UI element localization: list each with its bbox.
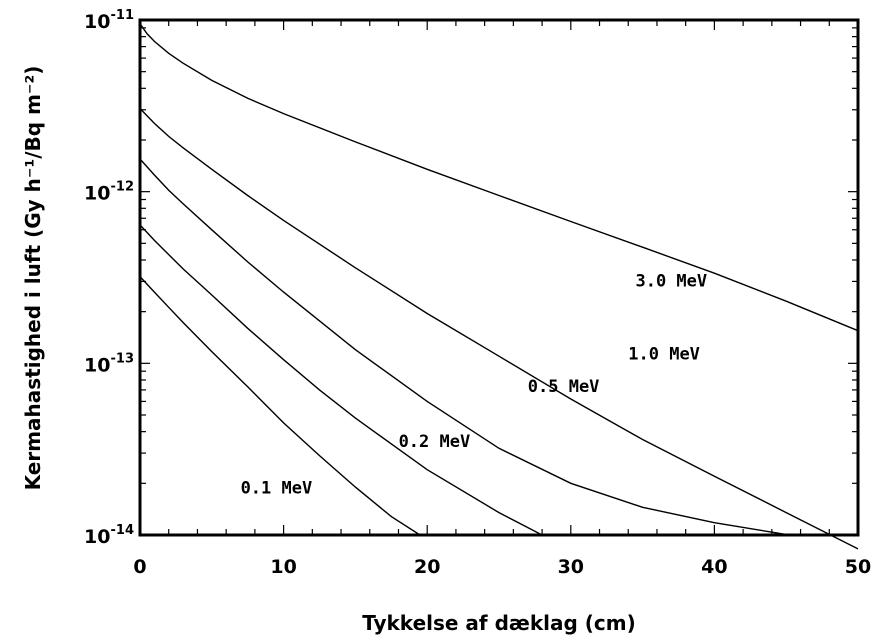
x-tick-label: 40: [701, 556, 727, 578]
x-tick-label: 50: [845, 556, 871, 578]
series-line: [139, 23, 859, 332]
series-label: 0.2 MeV: [399, 432, 471, 452]
y-axis-title: Kermahastighed i luft (Gy h⁻¹/Bq m⁻²): [21, 66, 45, 491]
series-label: 1.0 MeV: [628, 345, 700, 365]
plot-area: 3.0 MeV 1.0 MeV 0.5 MeV 0.2 MeV 0.1 MeV: [139, 23, 859, 550]
series-label: 0.1 MeV: [241, 478, 313, 498]
x-tick-label: 10: [270, 556, 296, 578]
x-tick-label: 0: [133, 556, 146, 578]
axis-ticks: [139, 20, 859, 536]
series-label: 0.5 MeV: [528, 377, 600, 397]
y-tick-exponent: -12: [111, 180, 135, 195]
y-tick-exponent: -13: [111, 351, 135, 366]
x-axis-title: Tykkelse af dæklag (cm): [362, 611, 636, 635]
y-tick-base: 10: [84, 183, 110, 205]
y-tick-label: 10-13: [84, 351, 134, 376]
series-line: [139, 108, 859, 550]
y-tick-label: 10-11: [84, 8, 134, 33]
y-tick-exponent: -14: [111, 523, 135, 538]
plot-frame: [138, 18, 860, 537]
y-tick-label: 10-12: [84, 180, 134, 205]
x-tick-label: 30: [558, 556, 584, 578]
x-tick-label: 20: [414, 556, 440, 578]
y-tick-base: 10: [84, 526, 110, 548]
y-tick-base: 10: [84, 354, 110, 376]
series-line: [139, 276, 421, 536]
y-tick-base: 10: [84, 11, 110, 33]
series-line: [139, 224, 543, 536]
series-label: 3.0 MeV: [635, 272, 707, 292]
y-tick-exponent: -11: [111, 8, 135, 23]
y-tick-label: 10-14: [84, 523, 134, 548]
series-line: [139, 158, 790, 536]
